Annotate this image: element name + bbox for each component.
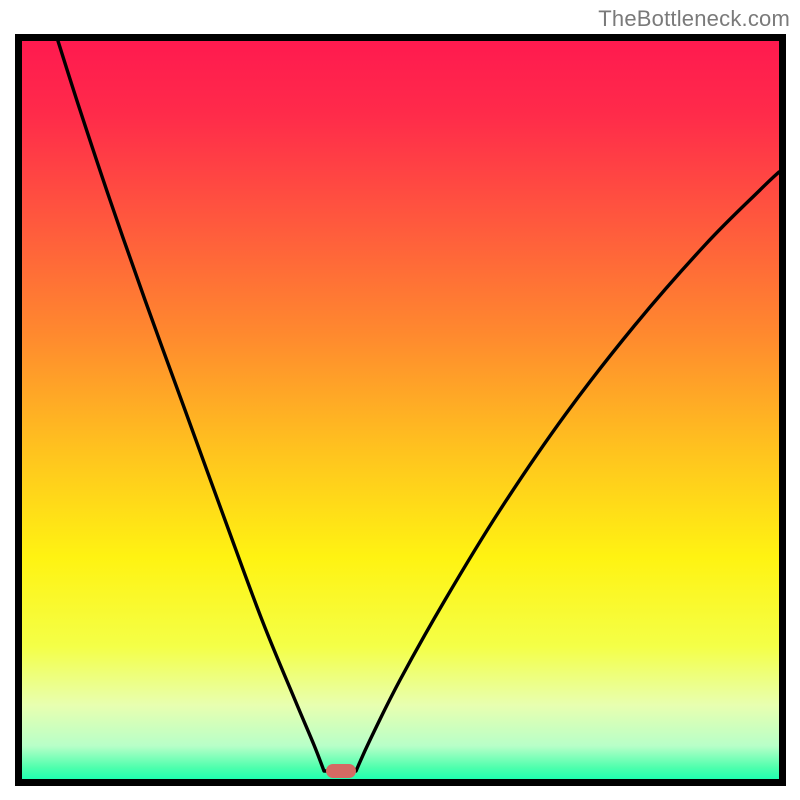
- frame-border-right: [779, 34, 786, 786]
- chart-svg: [0, 0, 800, 800]
- frame-border-left: [15, 34, 22, 786]
- frame-border-bottom: [15, 779, 786, 786]
- chart-container: TheBottleneck.com: [0, 0, 800, 800]
- watermark-text: TheBottleneck.com: [598, 6, 790, 32]
- optimal-point-marker: [326, 764, 356, 778]
- frame-border-top: [15, 34, 786, 41]
- gradient-background: [22, 41, 779, 779]
